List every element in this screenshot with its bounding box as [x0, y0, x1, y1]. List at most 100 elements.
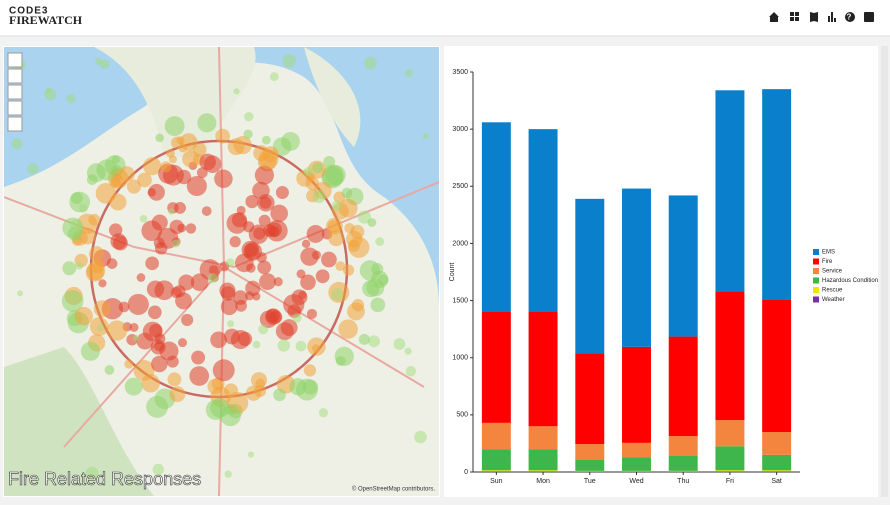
heat-spot — [207, 379, 223, 395]
heat-spot — [405, 69, 413, 77]
heat-spot — [307, 337, 325, 355]
bar-segment — [575, 444, 604, 460]
heat-spot — [172, 239, 180, 247]
heat-spot — [181, 314, 193, 326]
heat-spot — [220, 405, 241, 426]
legend-swatch — [813, 297, 819, 303]
heat-spot — [364, 57, 377, 70]
legend-swatch — [813, 268, 819, 274]
heat-spot — [11, 138, 22, 149]
heat-spot — [335, 347, 354, 366]
x-tick-label: Mon — [536, 478, 550, 485]
zoom-out[interactable] — [8, 69, 22, 83]
heat-spot — [243, 221, 254, 232]
y-tick-label: 3500 — [452, 69, 468, 76]
heat-spot — [45, 88, 51, 94]
heat-spot — [269, 311, 282, 324]
heat-spot — [326, 218, 343, 235]
map-attribution[interactable]: © OpenStreetMap contributors. — [352, 486, 435, 493]
map-title: Fire Related Responses — [8, 469, 201, 489]
bar-segment — [482, 470, 511, 471]
heat-spot — [245, 281, 260, 296]
heat-spot — [304, 167, 313, 176]
y-tick-label: 2500 — [452, 183, 468, 190]
heat-spot — [339, 199, 358, 218]
heat-spot — [332, 201, 342, 211]
heat-spot — [167, 372, 181, 386]
bar-segment — [622, 347, 651, 443]
y-axis-label: Count — [449, 263, 456, 282]
user-icon[interactable] — [864, 12, 874, 22]
heat-spot — [81, 342, 100, 361]
heat-spot — [197, 113, 216, 132]
map-icon[interactable] — [810, 12, 818, 22]
heat-spot — [273, 388, 286, 401]
bar-segment — [575, 460, 604, 471]
heat-spot — [296, 341, 307, 352]
y-tick-label: 3000 — [452, 126, 468, 133]
heat-spot — [125, 378, 143, 396]
heat-spot — [128, 294, 149, 315]
locate[interactable] — [8, 85, 22, 99]
bar-segment — [622, 457, 651, 471]
bar-segment — [762, 471, 791, 472]
x-tick-label: Thu — [677, 478, 689, 485]
heat-spot — [214, 170, 233, 189]
heat-spot — [300, 247, 318, 265]
heat-spot — [177, 224, 186, 233]
legend-label: Rescue — [822, 288, 843, 294]
header-bar — [0, 0, 890, 36]
heat-spot — [170, 386, 186, 402]
bar-segment — [482, 449, 511, 470]
heat-spot — [165, 116, 185, 136]
bar-segment — [622, 471, 651, 472]
heat-spot — [71, 192, 83, 204]
heat-spot — [393, 338, 405, 350]
heat-spot — [133, 335, 140, 342]
help-glyph: ? — [847, 13, 852, 22]
heat-spot — [149, 324, 162, 337]
heat-spot — [276, 186, 289, 199]
bar-segment — [482, 423, 511, 449]
heat-spot — [215, 129, 230, 144]
scrollbar[interactable] — [881, 46, 888, 497]
heat-spot — [321, 252, 337, 268]
y-tick-label: 1500 — [452, 297, 468, 304]
heat-spot — [173, 285, 185, 297]
bar-segment — [529, 470, 558, 471]
zoom-in[interactable] — [8, 53, 22, 67]
heat-spot — [283, 54, 297, 68]
heat-spot — [270, 72, 279, 81]
legend-swatch — [813, 259, 819, 265]
logo-bottom[interactable]: FIREWATCH — [9, 13, 83, 27]
heat-spot — [359, 334, 370, 345]
bar-segment — [715, 471, 744, 472]
legend-label: Fire — [822, 259, 833, 265]
heat-spot — [238, 332, 252, 346]
x-tick-label: Sun — [490, 478, 503, 485]
heat-spot — [404, 348, 411, 355]
y-tick-label: 1000 — [452, 355, 468, 362]
heat-spot — [257, 261, 271, 275]
heat-spot — [180, 133, 198, 151]
heat-spot — [296, 379, 318, 401]
heat-spot — [145, 256, 159, 270]
layers[interactable] — [8, 117, 22, 131]
bar-segment — [669, 471, 698, 472]
heat-spot — [244, 112, 253, 121]
open-external[interactable] — [8, 101, 22, 115]
heat-spot — [358, 210, 371, 223]
map[interactable]: Fire Related Responses © OpenStreetMap c… — [4, 47, 439, 496]
heat-spot — [331, 288, 343, 300]
bar-segment — [622, 443, 651, 457]
bar-segment — [715, 470, 744, 471]
legend-label: Service — [822, 269, 843, 275]
heat-spot — [312, 162, 323, 173]
heat-spot — [221, 298, 238, 315]
heat-spot — [352, 299, 364, 311]
heat-spot — [98, 279, 106, 287]
heat-spot — [94, 300, 111, 317]
heat-spot — [300, 275, 316, 291]
bar-segment — [529, 426, 558, 449]
heat-spot — [97, 324, 104, 331]
